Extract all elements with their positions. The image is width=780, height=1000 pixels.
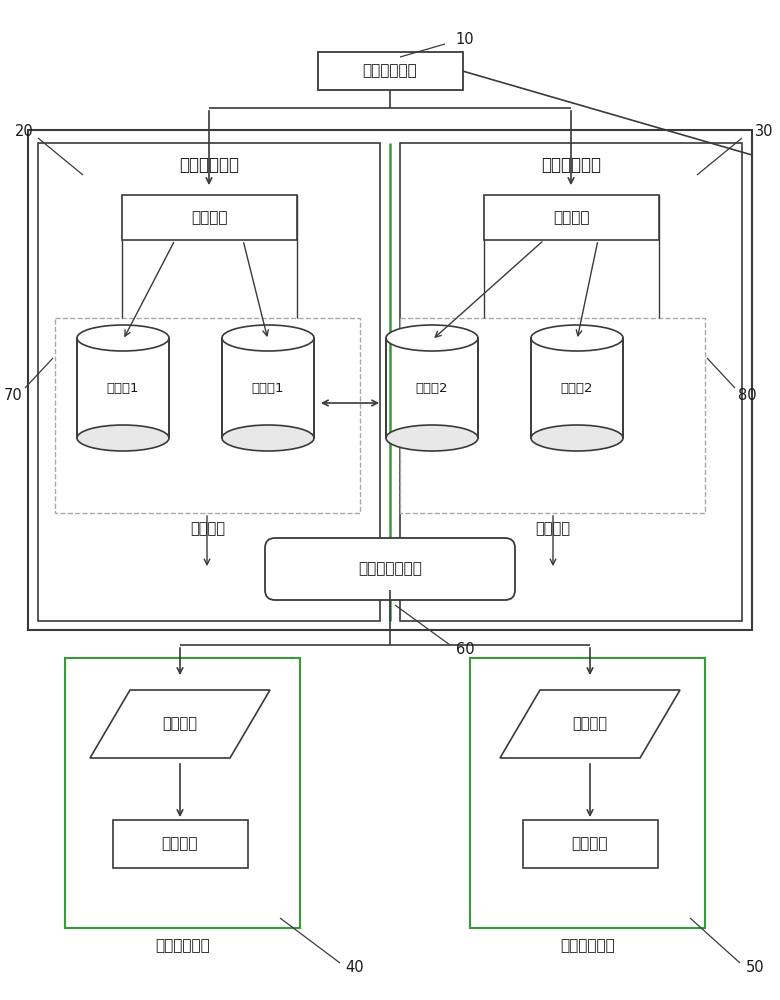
Polygon shape xyxy=(90,690,270,758)
Text: 备监测服务器: 备监测服务器 xyxy=(560,938,615,954)
Bar xyxy=(65,658,300,928)
Text: 监测程序: 监测程序 xyxy=(161,836,198,852)
Text: 监测程序: 监测程序 xyxy=(572,836,608,852)
Text: 主业务服务器: 主业务服务器 xyxy=(179,156,239,174)
Text: 40: 40 xyxy=(346,960,364,976)
Text: 20: 20 xyxy=(15,124,34,139)
FancyBboxPatch shape xyxy=(265,538,515,600)
Bar xyxy=(222,338,314,438)
Polygon shape xyxy=(500,690,680,758)
Bar xyxy=(523,820,658,868)
Ellipse shape xyxy=(386,325,478,351)
Bar xyxy=(531,338,623,438)
Bar xyxy=(470,658,705,928)
Ellipse shape xyxy=(531,425,623,451)
Text: 主数据库: 主数据库 xyxy=(190,522,225,536)
Ellipse shape xyxy=(77,325,169,351)
Bar xyxy=(386,338,478,438)
Text: 10: 10 xyxy=(456,32,474,47)
Text: 用户库2: 用户库2 xyxy=(561,381,594,394)
Text: 60: 60 xyxy=(456,643,474,658)
Bar xyxy=(38,143,380,621)
Text: 70: 70 xyxy=(4,388,23,403)
Text: 业务系统: 业务系统 xyxy=(553,210,589,225)
Bar xyxy=(112,820,247,868)
Text: 业务库1: 业务库1 xyxy=(252,381,284,394)
Bar xyxy=(317,52,463,90)
Bar xyxy=(122,195,296,240)
Bar xyxy=(400,318,705,513)
Text: 主监测服务器: 主监测服务器 xyxy=(155,938,210,954)
Text: 80: 80 xyxy=(738,388,757,403)
Ellipse shape xyxy=(531,325,623,351)
Ellipse shape xyxy=(386,425,478,451)
Text: 50: 50 xyxy=(746,960,764,976)
Bar xyxy=(55,318,360,513)
Text: 远程日志: 远程日志 xyxy=(162,716,197,732)
Text: 数据库代理模块: 数据库代理模块 xyxy=(358,562,422,576)
Text: 用户库1: 用户库1 xyxy=(107,381,140,394)
Ellipse shape xyxy=(222,325,314,351)
Text: 备数据库: 备数据库 xyxy=(535,522,570,536)
Text: 30: 30 xyxy=(755,124,773,139)
Bar xyxy=(77,338,169,438)
Text: 业务分配模块: 业务分配模块 xyxy=(363,64,417,79)
Bar xyxy=(400,143,742,621)
Text: 备业务服务器: 备业务服务器 xyxy=(541,156,601,174)
Text: 远程日志: 远程日志 xyxy=(573,716,608,732)
Text: 业务库2: 业务库2 xyxy=(416,381,448,394)
Bar xyxy=(28,130,752,630)
Ellipse shape xyxy=(77,425,169,451)
Bar xyxy=(484,195,658,240)
Ellipse shape xyxy=(222,425,314,451)
Text: 业务系统: 业务系统 xyxy=(191,210,227,225)
